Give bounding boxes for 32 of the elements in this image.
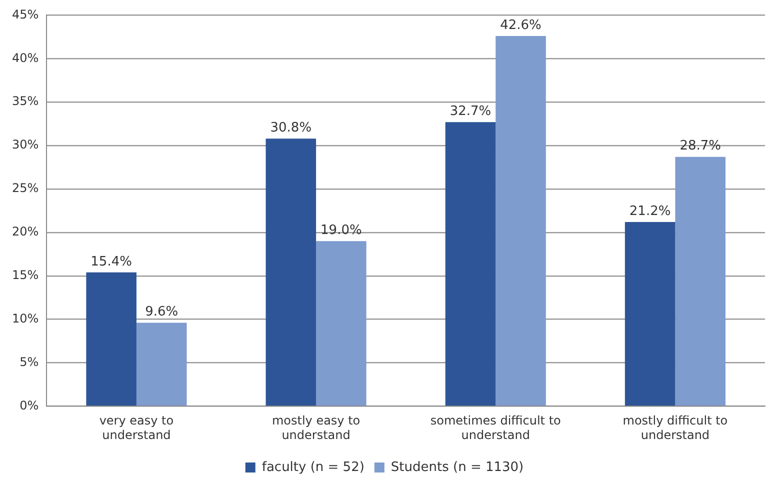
legend-label: Students (n = 1130) [390,460,524,475]
y-tick-label: 35% [12,94,39,108]
y-tick-label: 40% [12,50,39,65]
bar [675,156,726,406]
data-label: 30.8% [270,120,312,136]
y-tick-label: 20% [12,224,39,239]
x-tick-label: very easy to understand [99,414,174,442]
data-label: 42.6% [500,18,542,33]
data-label: 9.6% [145,304,178,320]
data-label: 28.7% [680,138,722,154]
bar [86,272,136,406]
x-tick-label: sometimes difficult to understand [430,414,561,442]
bar [266,138,316,406]
bar [445,122,496,406]
y-tick-label: 10% [12,311,39,326]
data-label: 32.7% [450,104,492,119]
y-tick-label: 45% [12,7,39,22]
bar [316,241,366,406]
legend-label: faculty (n = 52) [262,460,364,475]
data-label: 19.0% [320,222,362,238]
data-label: 21.2% [629,204,671,219]
data-label: 15.4% [90,254,132,270]
x-tick-label: mostly difficult to understand [622,414,728,442]
x-tick-label: mostly easy to understand [272,414,360,442]
y-tick-label: 5% [20,354,39,369]
y-tick-label: 30% [12,138,39,152]
bar [136,322,187,406]
y-tick-label: 15% [12,268,39,282]
bar [496,36,546,406]
y-tick-label: 0% [20,398,39,412]
bar [624,222,676,406]
y-tick-label: 25% [12,181,39,196]
